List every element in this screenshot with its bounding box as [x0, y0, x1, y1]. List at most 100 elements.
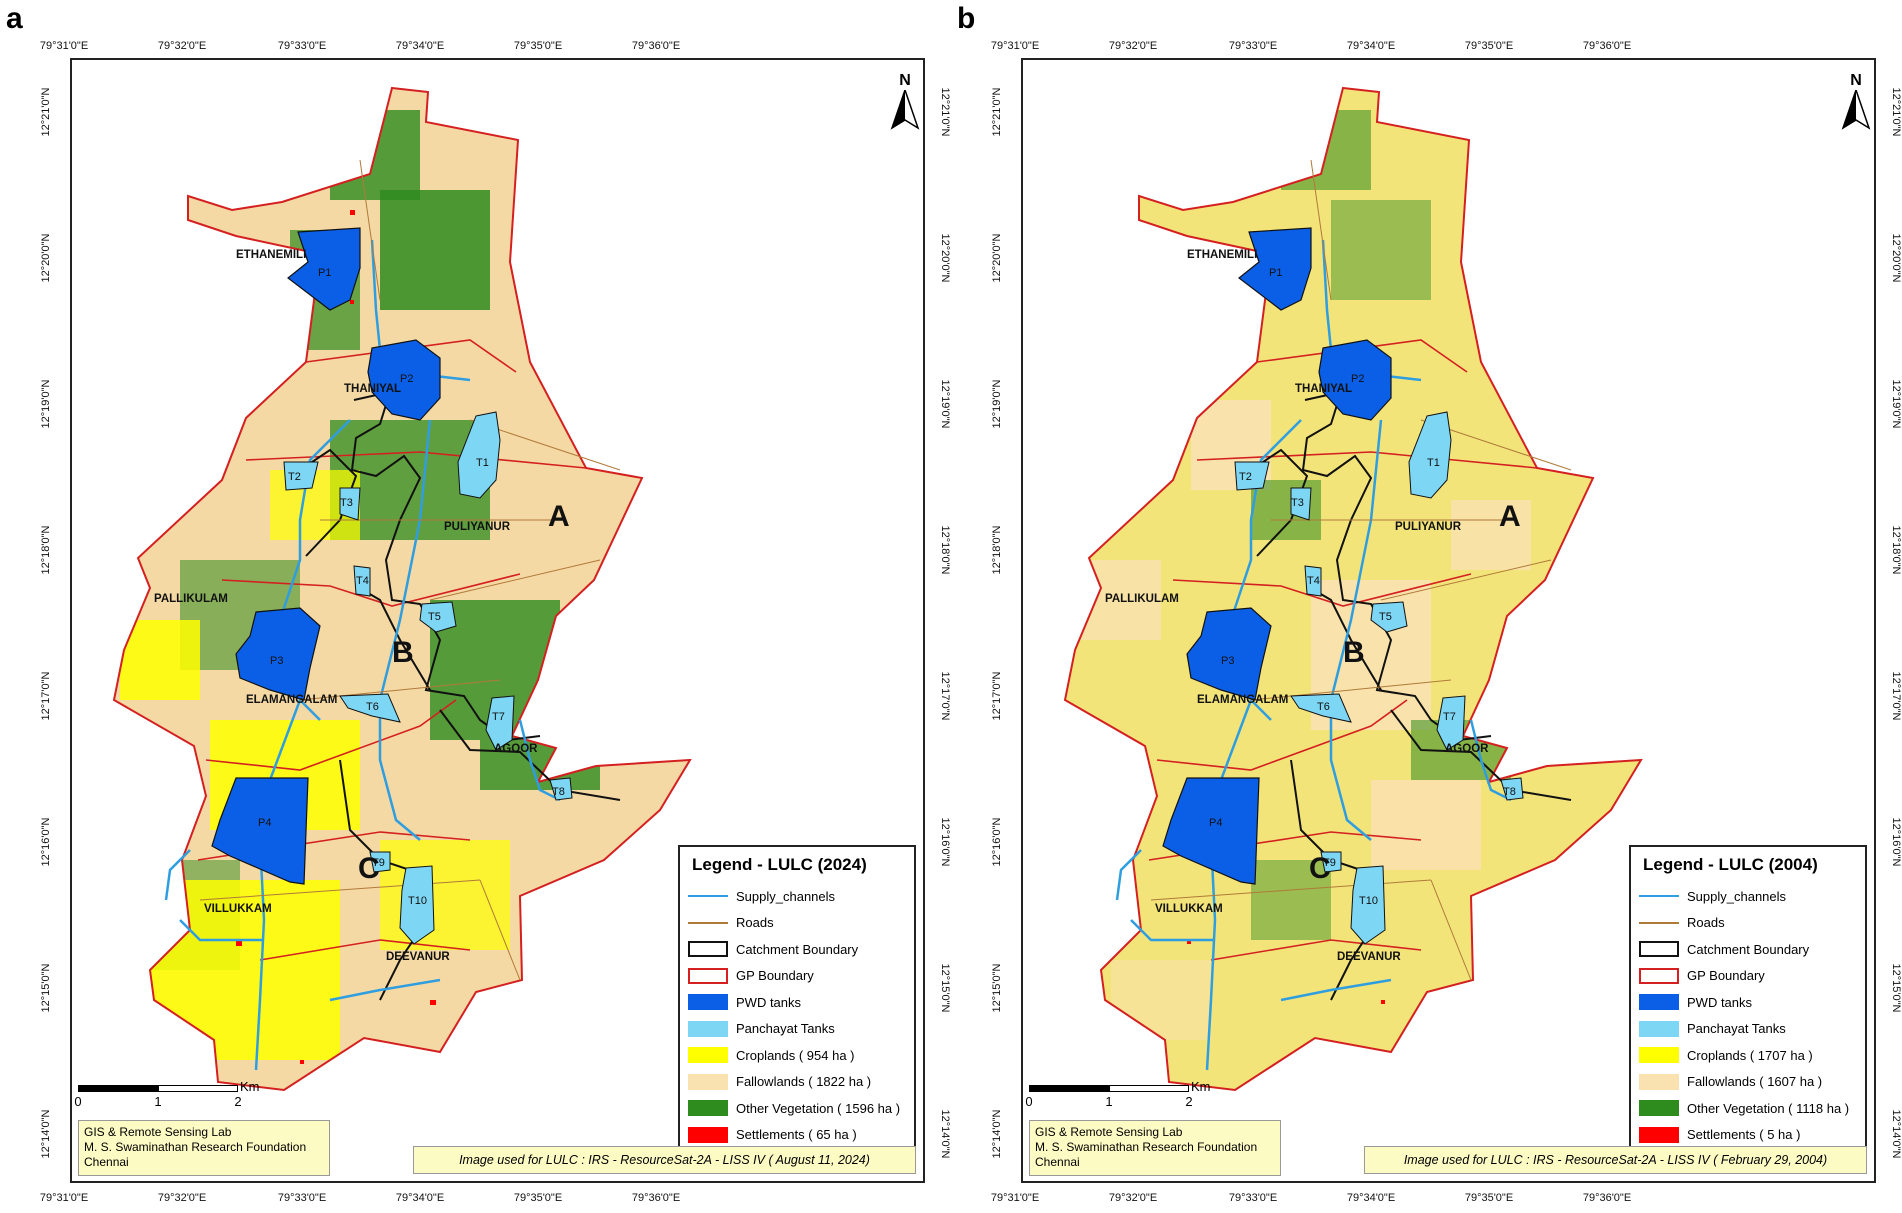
legend-label: PWD tanks: [1687, 994, 1753, 1010]
legend-label: Catchment Boundary: [736, 941, 859, 957]
panchayat-tank-t10: [399, 865, 435, 945]
tank-label: T3: [1291, 497, 1304, 509]
village-label: PULIYANUR: [444, 521, 511, 533]
lon-tick-top: 79°31'0"E: [990, 40, 1040, 52]
legend-label: Other Vegetation ( 1596 ha ): [736, 1100, 901, 1116]
tank-label: T8: [552, 786, 565, 798]
scale-bar: 0 1 2 Km: [74, 1079, 259, 1115]
panchayat-tank-t7: [1436, 695, 1466, 751]
scale-segment: [78, 1085, 158, 1092]
village-label: THANIYAL: [344, 383, 401, 395]
tank-label: P1: [1269, 267, 1282, 279]
legend-label: Panchayat Tanks: [736, 1021, 835, 1037]
panchayat-tank-t2: [1234, 461, 1270, 491]
legend-item: Other Vegetation ( 1118 ha ): [1639, 1095, 1857, 1122]
panchayat-tank-t3: [1290, 487, 1312, 521]
lon-tick-top: 79°31'0"E: [39, 40, 89, 52]
pwd-tank-swatch: [1639, 994, 1679, 1011]
tank-label: T2: [288, 471, 301, 483]
village-label: ELAMANGALAM: [1197, 694, 1288, 706]
lon-tick-bottom: 79°34'0"E: [1346, 1192, 1396, 1204]
village-label: PALLIKULAM: [1105, 593, 1179, 605]
panel-letter: b: [957, 2, 976, 35]
legend-label: GP Boundary: [736, 968, 814, 984]
panchayat-tank-t5: [1370, 601, 1408, 633]
legend-label: Croplands ( 1707 ha ): [1687, 1047, 1813, 1063]
lon-tick-bottom: 79°34'0"E: [395, 1192, 445, 1204]
catchment-swatch: [1639, 941, 1679, 958]
zone-label: B: [392, 636, 414, 669]
panchayat-tank-t9: [1320, 851, 1342, 873]
tank-label: T4: [1307, 575, 1320, 587]
legend: Legend - LULC (2024) Supply_channels Roa…: [678, 845, 916, 1173]
scale-label: 0: [1025, 1094, 1033, 1109]
panchayat-tank-t9: [369, 851, 391, 873]
tank-label: T9: [1323, 857, 1336, 869]
catchment-swatch: [688, 941, 728, 958]
pwd-tank-p1: [1238, 227, 1312, 311]
credit-line: M. S. Swaminathan Research Foundation: [84, 1140, 307, 1154]
credit-line: Chennai: [1035, 1155, 1080, 1169]
panchayat-tank-t8: [1500, 777, 1524, 801]
legend-label: Supply_channels: [1687, 888, 1787, 904]
village-label: AGOOR: [494, 743, 538, 755]
lon-tick-bottom: 79°32'0"E: [157, 1192, 207, 1204]
village-label: PULIYANUR: [1395, 521, 1462, 533]
scale-segment: [158, 1085, 238, 1092]
catchment-boundary: [299, 390, 621, 1001]
village-label: VILLUKKAM: [1155, 903, 1223, 915]
legend-label: Fallowlands ( 1607 ha ): [1687, 1074, 1823, 1090]
supply-channel-swatch: [688, 895, 728, 898]
legend-item: Roads: [1639, 910, 1857, 937]
legend-item: GP Boundary: [1639, 963, 1857, 990]
lon-tick-top: 79°34'0"E: [1346, 40, 1396, 52]
tank-label: T5: [1379, 611, 1392, 623]
panchayat-tank-t4: [1304, 565, 1322, 597]
panchayat-tank-t4: [353, 565, 371, 597]
legend-label: Roads: [736, 915, 774, 931]
tank-label: T6: [366, 701, 379, 713]
pwd-tank-swatch: [688, 994, 728, 1011]
tank-label: T9: [372, 857, 385, 869]
tank-label: T3: [340, 497, 353, 509]
legend-title: Legend - LULC (2024): [692, 855, 867, 874]
fallowland-swatch: [688, 1073, 728, 1090]
lon-tick-top: 79°34'0"E: [395, 40, 445, 52]
vegetation-swatch: [688, 1100, 728, 1117]
lon-tick-top: 79°36'0"E: [631, 40, 681, 52]
lon-tick-top: 79°35'0"E: [513, 40, 563, 52]
panchayat-tank-t6: [339, 693, 401, 723]
cropland-swatch: [1639, 1047, 1679, 1064]
legend-label: PWD tanks: [736, 994, 802, 1010]
north-arrow: N: [1841, 72, 1871, 132]
lon-tick-bottom: 79°36'0"E: [631, 1192, 681, 1204]
credit-line: M. S. Swaminathan Research Foundation: [1035, 1140, 1258, 1154]
tank-label: T7: [1443, 711, 1456, 723]
pwd-tank-p3: [235, 607, 321, 701]
tank-label: P1: [318, 267, 331, 279]
tank-label: T7: [492, 711, 505, 723]
tank-label: T10: [1359, 895, 1378, 907]
village-label: DEEVANUR: [386, 951, 450, 963]
fallowland-swatch: [1639, 1073, 1679, 1090]
north-label: N: [1850, 72, 1862, 89]
legend-item: Settlements ( 65 ha ): [688, 1122, 906, 1149]
lon-tick-bottom: 79°36'0"E: [1582, 1192, 1632, 1204]
lon-tick-bottom: 79°33'0"E: [277, 1192, 327, 1204]
map-panel-a: a 79°31'0"E 79°32'0"E 79°33'0"E 79°34'0"…: [6, 2, 951, 1204]
panchayat-tank-t3: [339, 487, 361, 521]
tank-label: T4: [356, 575, 369, 587]
village-label: THANIYAL: [1295, 383, 1352, 395]
village-label: ETHANEMILI: [1187, 249, 1257, 261]
legend-label: Catchment Boundary: [1687, 941, 1810, 957]
panchayat-tank-t2: [283, 461, 319, 491]
tank-label: P4: [1209, 817, 1222, 829]
scale-unit: Km: [240, 1079, 260, 1094]
panchayat-tank-swatch: [1639, 1020, 1679, 1037]
legend-item: Croplands ( 954 ha ): [688, 1042, 906, 1069]
gp-boundary-swatch: [688, 967, 728, 984]
scale-label: 1: [154, 1094, 162, 1109]
pwd-tank-p4: [211, 777, 309, 885]
legend-item: Panchayat Tanks: [1639, 1016, 1857, 1043]
tank-label: T5: [428, 611, 441, 623]
